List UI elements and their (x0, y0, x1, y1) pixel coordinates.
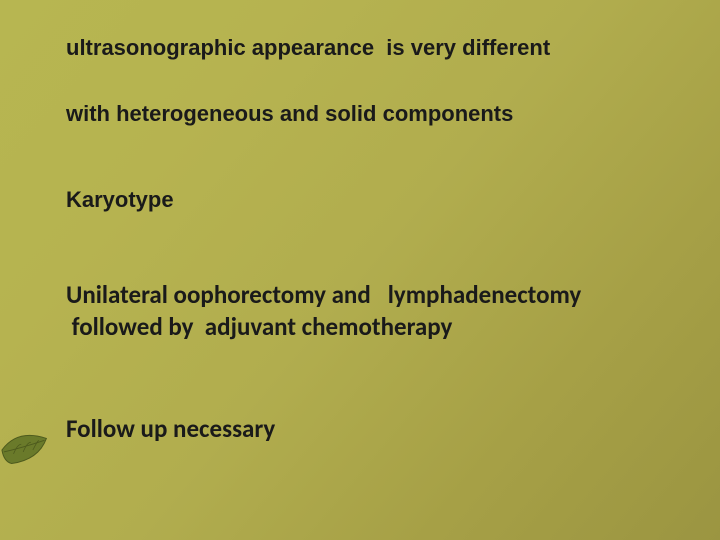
text-line-3: Karyotype (66, 186, 680, 214)
text-line-6: Follow up necessary (66, 414, 680, 444)
text-line-1: ultrasonographic appearance is very diff… (66, 34, 680, 62)
text-line-2: with heterogeneous and solid components (66, 100, 680, 128)
text-line-4: Unilateral oophorectomy and lymphadenect… (66, 280, 680, 310)
text-line-5: followed by adjuvant chemotherapy (66, 312, 680, 342)
leaf-icon (0, 420, 58, 480)
slide: ultrasonographic appearance is very diff… (0, 0, 720, 540)
